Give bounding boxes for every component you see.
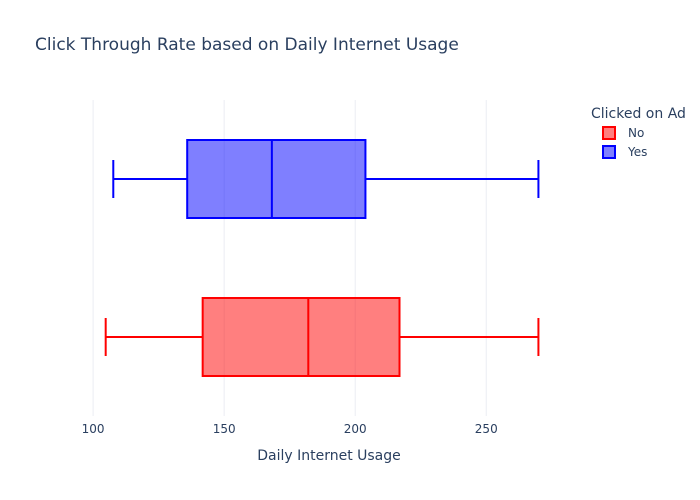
x-tick-150: 150 <box>213 422 236 436</box>
legend-title: Clicked on Ad <box>591 106 686 122</box>
x-tick-200: 200 <box>344 422 367 436</box>
box-yes <box>112 139 540 219</box>
x-tick-100: 100 <box>82 422 105 436</box>
chart-title: Click Through Rate based on Daily Intern… <box>35 35 459 55</box>
iqr-box-no <box>201 297 401 377</box>
legend-label-yes: Yes <box>627 145 647 159</box>
legend[interactable]: Clicked on Ad No Yes <box>591 106 686 159</box>
x-axis-title: Daily Internet Usage <box>257 448 401 464</box>
legend-item-yes[interactable]: Yes <box>602 145 647 159</box>
iqr-box-yes <box>186 139 367 219</box>
box-series <box>104 139 540 377</box>
legend-swatch-no <box>602 126 616 140</box>
legend-item-no[interactable]: No <box>602 126 644 140</box>
legend-label-no: No <box>628 126 644 140</box>
box-no <box>104 297 540 377</box>
legend-swatch-yes <box>602 145 616 159</box>
x-tick-labels: 100 150 200 250 <box>82 422 498 436</box>
x-tick-250: 250 <box>475 422 498 436</box>
